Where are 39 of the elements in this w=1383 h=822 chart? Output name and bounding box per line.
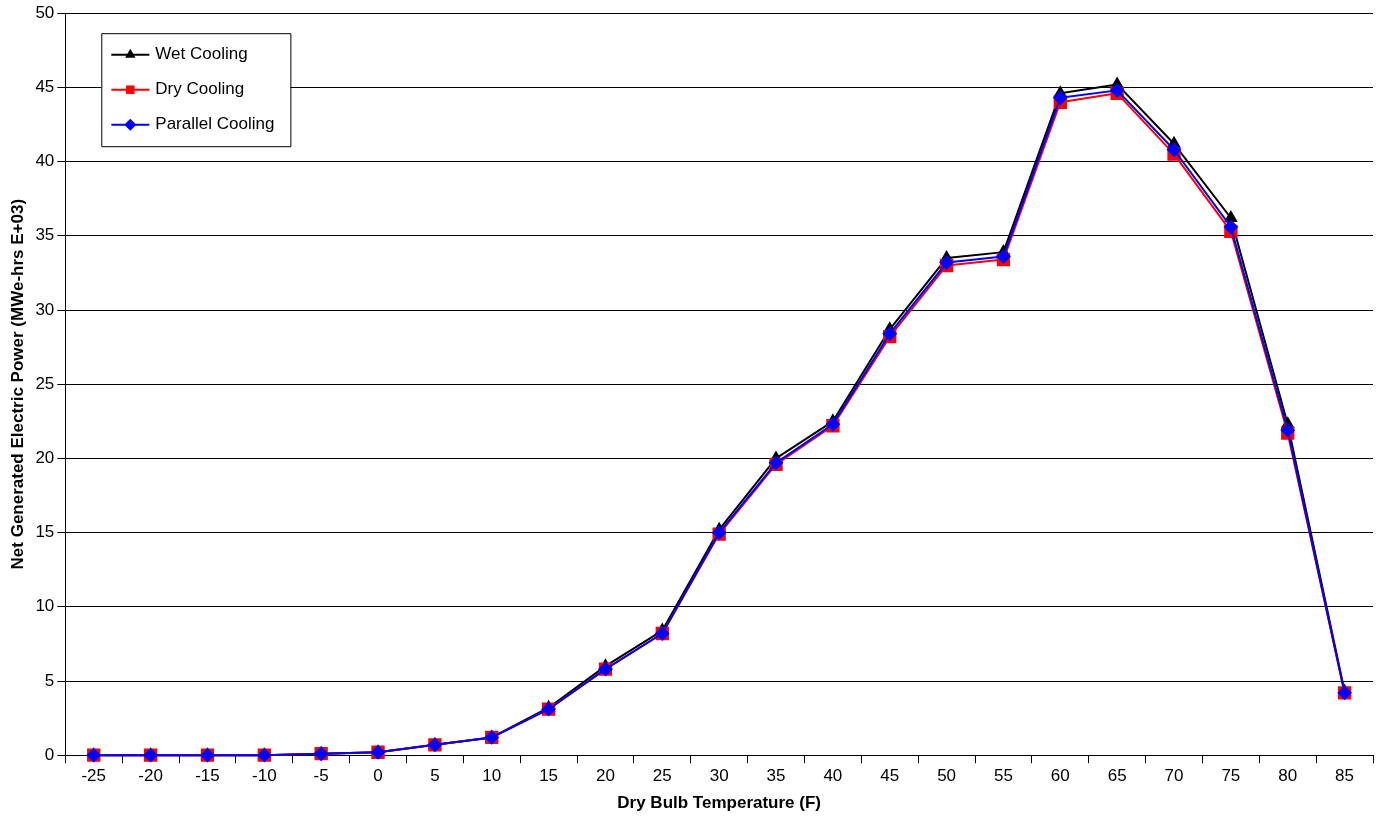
x-tick-label: 55 — [993, 766, 1013, 786]
y-tick-label: 5 — [44, 670, 55, 690]
x-tick-label: 35 — [766, 766, 786, 786]
x-tick-label: 85 — [1335, 766, 1355, 786]
x-tick-label: 75 — [1221, 766, 1241, 786]
x-tick-label: 15 — [539, 766, 559, 786]
x-tick-label: -10 — [252, 766, 277, 786]
y-tick-label: 10 — [35, 596, 55, 616]
x-tick-label: 5 — [430, 766, 440, 786]
x-tick-label: 40 — [823, 766, 843, 786]
x-tick-label: 10 — [482, 766, 502, 786]
x-tick-label: -25 — [81, 766, 107, 786]
x-tick-label: -20 — [138, 766, 163, 786]
x-tick-label: -15 — [195, 766, 220, 786]
y-tick-label: 15 — [35, 522, 55, 542]
y-tick-label: 25 — [35, 373, 55, 393]
y-tick-label: 20 — [35, 448, 55, 468]
x-tick-label: 20 — [595, 766, 615, 786]
y-tick-label: 45 — [35, 77, 55, 97]
y-tick-label: 35 — [35, 225, 55, 245]
y-axis-title: Net Generated Electric Power (MWe-hrs E+03) — [7, 198, 27, 570]
x-axis-title: Dry Bulb Temperature (F) — [617, 793, 822, 813]
y-tick-label: 30 — [35, 299, 55, 319]
x-tick-label: 70 — [1164, 766, 1184, 786]
x-tick-label: 45 — [880, 766, 900, 786]
x-tick-label: 50 — [937, 766, 957, 786]
y-tick-label: 0 — [44, 744, 55, 764]
y-tick-label: 40 — [35, 151, 55, 171]
y-tick-label: 50 — [35, 2, 55, 22]
x-tick-label: 80 — [1278, 766, 1298, 786]
x-tick-label: 30 — [709, 766, 729, 786]
x-tick-label: 0 — [373, 766, 383, 786]
legend-label: Dry Cooling — [155, 79, 245, 99]
x-tick-label: -5 — [313, 766, 329, 786]
legend-label: Parallel Cooling — [155, 114, 275, 134]
x-tick-label: 65 — [1107, 766, 1127, 786]
legend-label: Wet Cooling — [155, 44, 248, 64]
x-tick-label: 60 — [1050, 766, 1070, 786]
x-tick-label: 25 — [652, 766, 672, 786]
